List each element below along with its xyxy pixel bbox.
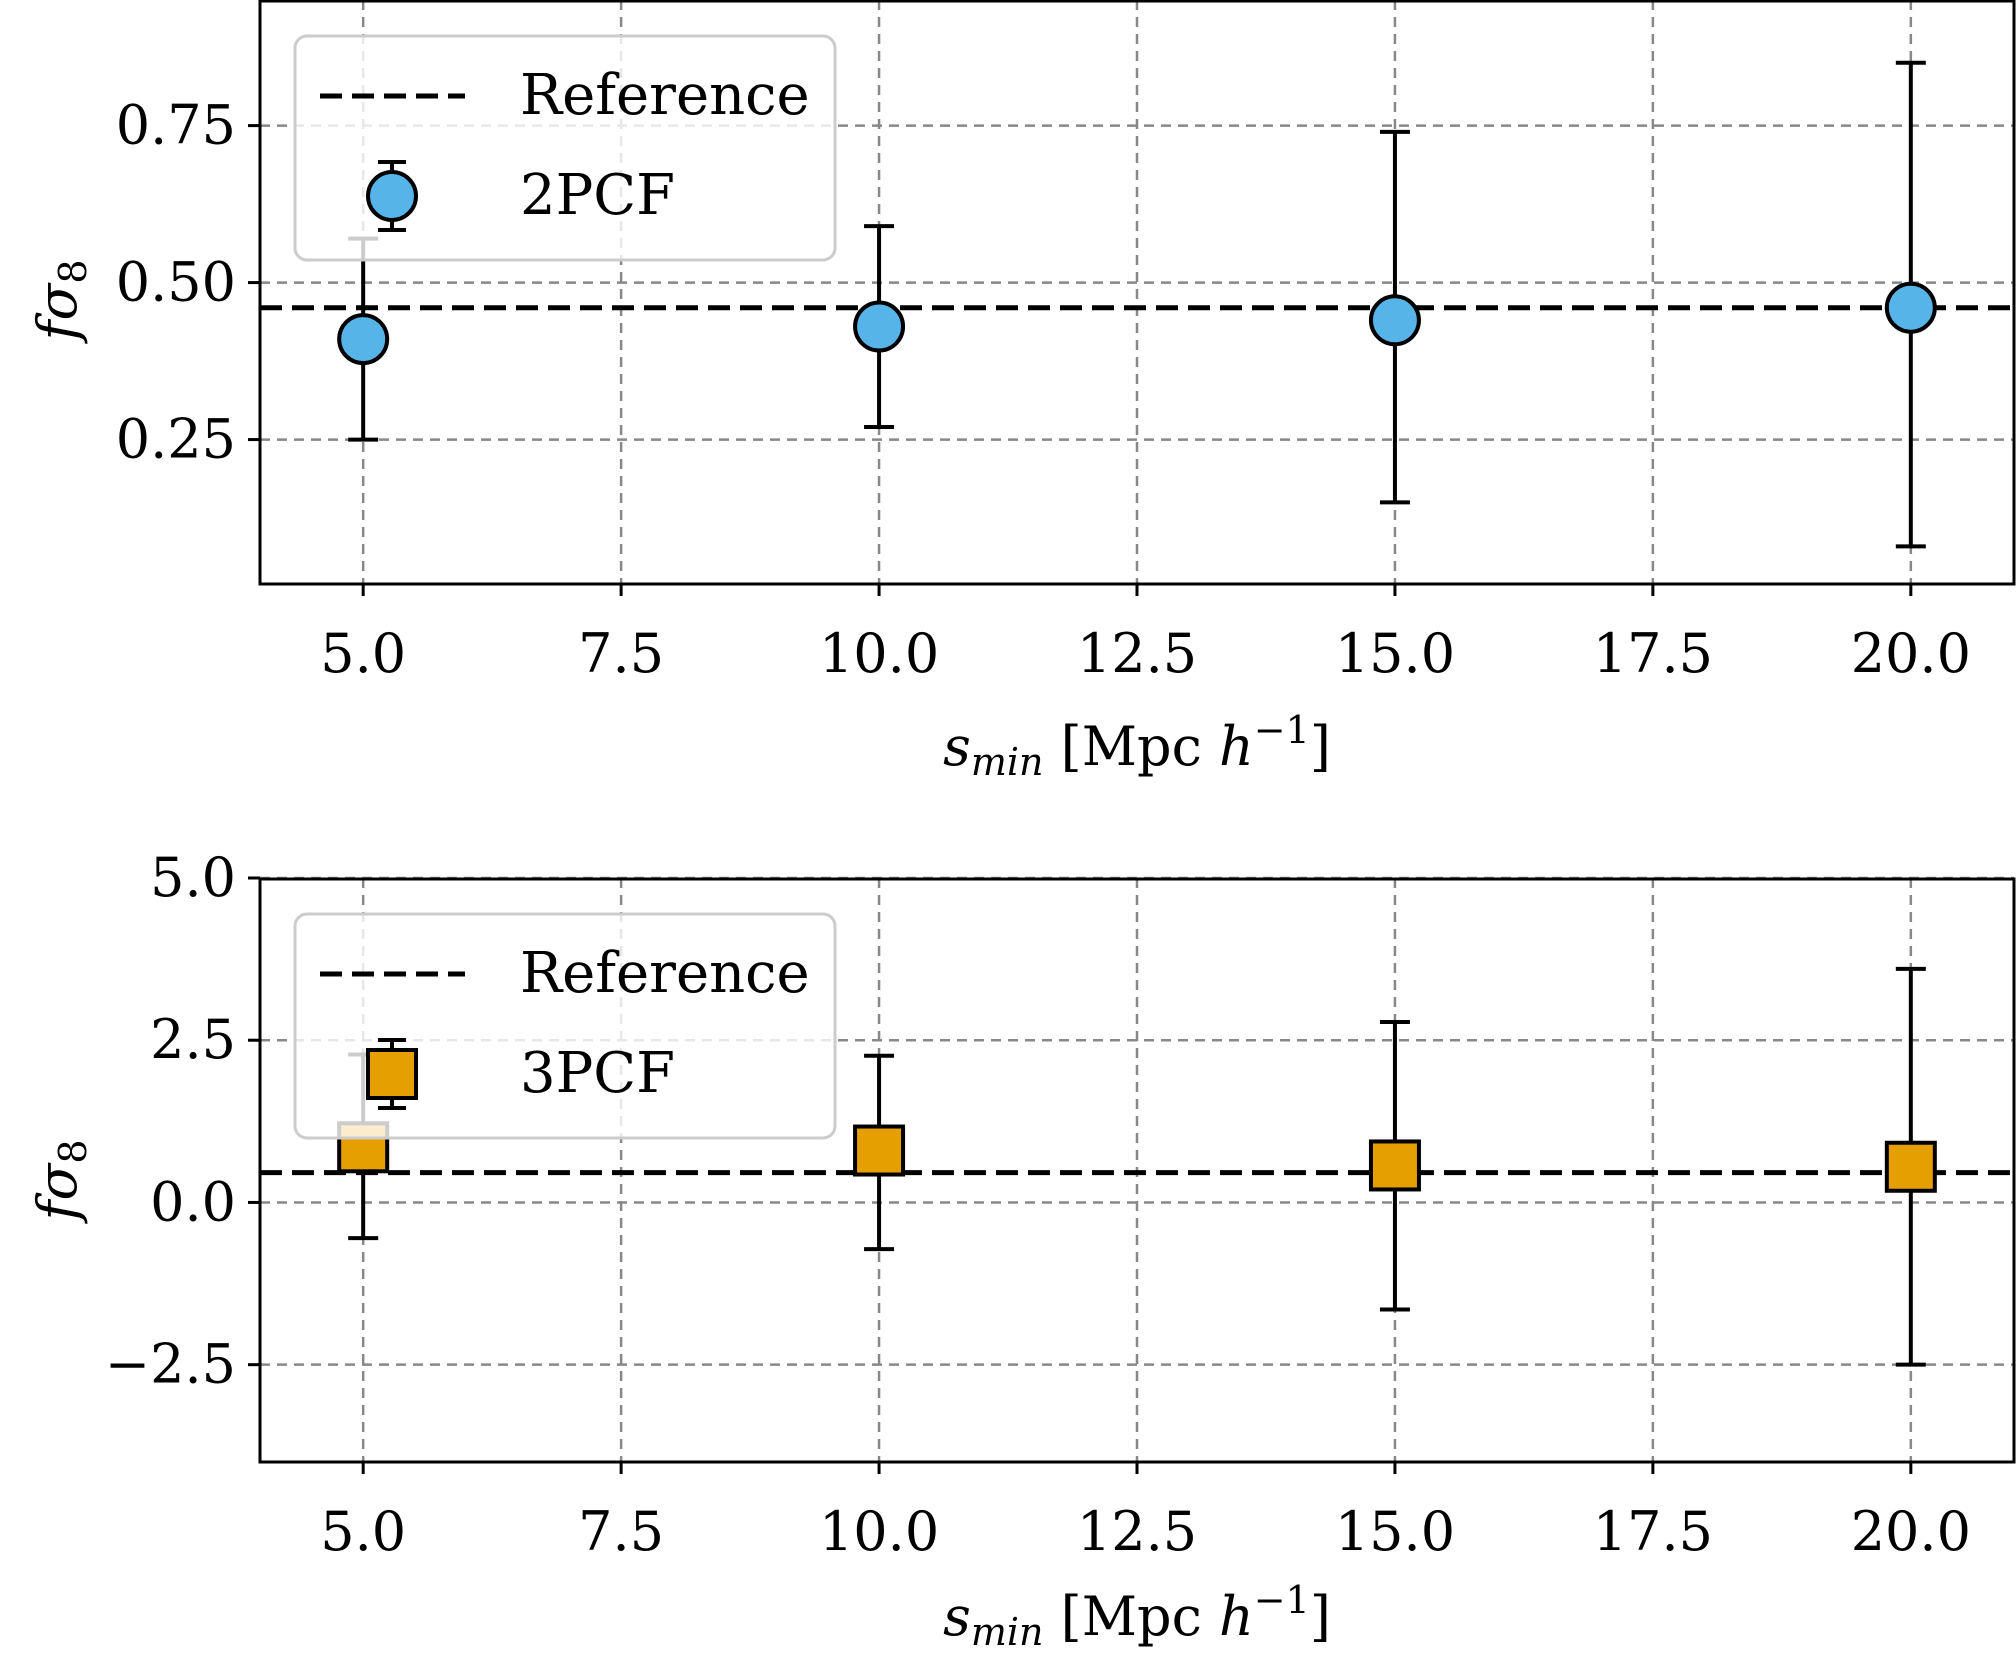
- x-tick-label: 20.0: [1851, 622, 1971, 685]
- x-axis-label-unit-var: h: [1219, 1585, 1254, 1648]
- x-tick-label: 7.5: [578, 1500, 664, 1563]
- legend-series-marker: [366, 1048, 418, 1100]
- x-axis-label-unit-var: h: [1219, 715, 1254, 778]
- x-axis-label-symbol: s: [943, 1585, 971, 1648]
- legend-series-label: 2PCF: [520, 163, 675, 228]
- legend-series-label: 3PCF: [520, 1041, 675, 1106]
- legend-frame: [293, 34, 837, 262]
- y-tick-label: −2.5: [105, 1333, 236, 1396]
- legend: Reference 2PCF: [293, 34, 837, 262]
- data-point-marker: [853, 300, 906, 353]
- data-point-marker: [1368, 294, 1421, 347]
- x-tick-label: 5.0: [320, 1500, 406, 1563]
- y-axis-label: fσ8: [26, 1139, 95, 1224]
- legend: Reference 3PCF: [293, 912, 837, 1140]
- x-tick-label: 10.0: [819, 1500, 939, 1563]
- x-tick-label: 15.0: [1335, 1500, 1455, 1563]
- data-point-marker: [1368, 1139, 1421, 1192]
- x-axis-label-subscript: min: [971, 740, 1044, 784]
- y-axis-label-subscript: 8: [51, 1139, 95, 1163]
- legend-reference-label: Reference: [520, 63, 810, 128]
- y-tick-label: 0.25: [116, 408, 236, 471]
- x-tick-label: 17.5: [1593, 622, 1713, 685]
- y-axis-label: fσ8: [26, 259, 95, 344]
- y-axis-label-symbol: fσ: [26, 1162, 89, 1225]
- legend-frame: [293, 912, 837, 1140]
- x-axis-label-symbol: s: [943, 715, 971, 778]
- x-axis-label: smin [Mpc h−1]: [943, 1578, 1331, 1654]
- x-axis-label-bracket: ]: [1310, 1585, 1331, 1648]
- x-tick-label: 7.5: [578, 622, 664, 685]
- x-tick-label: 20.0: [1851, 1500, 1971, 1563]
- y-tick-label: 0.50: [116, 251, 236, 314]
- data-point-marker: [853, 1124, 906, 1177]
- x-tick-label: 17.5: [1593, 1500, 1713, 1563]
- x-axis-label: smin [Mpc h−1]: [943, 708, 1331, 784]
- data-point-marker: [1884, 1140, 1937, 1193]
- data-point-marker: [1884, 281, 1937, 334]
- y-tick-label: 0.0: [150, 1170, 236, 1233]
- top-panel-2pcf: Reference 2PCF 5.0 7.5 10.0 12.5 15.0 17.5 20.0 0…: [26, 0, 2016, 784]
- y-tick-label: 2.5: [150, 1008, 236, 1071]
- x-axis-label-superscript: −1: [1254, 708, 1310, 752]
- y-tick-label: 5.0: [150, 846, 236, 909]
- x-tick-label: 15.0: [1335, 622, 1455, 685]
- x-tick-label: 12.5: [1077, 622, 1197, 685]
- x-tick-label: 10.0: [819, 622, 939, 685]
- data-point-marker: [337, 313, 390, 366]
- y-axis-label-subscript: 8: [51, 259, 95, 283]
- x-axis-label-superscript: −1: [1254, 1578, 1310, 1622]
- x-axis-label-unit: [Mpc: [1044, 715, 1220, 778]
- y-tick-label: 0.75: [116, 94, 236, 157]
- x-tick-label: 12.5: [1077, 1500, 1197, 1563]
- x-tick-label: 5.0: [320, 622, 406, 685]
- legend-series-marker: [366, 170, 418, 222]
- x-axis-label-subscript: min: [971, 1610, 1044, 1654]
- bottom-panel-3pcf: Reference 3PCF 5.0 7.5 10.0 12.5 15.0 17.5 20.0 5…: [26, 846, 2016, 1654]
- y-axis-label-symbol: fσ: [26, 282, 89, 345]
- x-axis-label-bracket: ]: [1310, 715, 1331, 778]
- x-axis-label-unit: [Mpc: [1044, 1585, 1220, 1648]
- legend-reference-label: Reference: [520, 941, 810, 1006]
